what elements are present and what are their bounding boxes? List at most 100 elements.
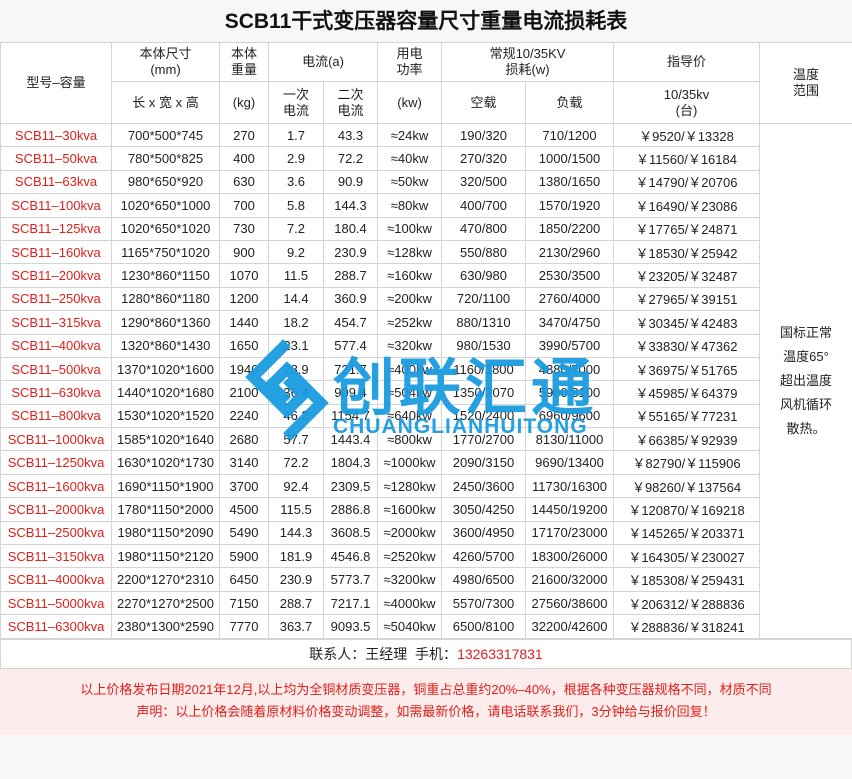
cell-size: 1020*650*1000 (111, 193, 220, 218)
cell-secondary-current: 180.4 (322, 216, 379, 241)
cell-secondary-current: 4546.8 (322, 544, 379, 569)
cell-size: 1690*1150*1900 (111, 473, 220, 499)
cell-size: 2270*1270*2500 (111, 590, 220, 616)
cell-weight: 1070 (219, 263, 269, 288)
table-row: SCB11–315kva 1290*860*1360 1440 18.2 454.7 ≈2… (0, 310, 852, 335)
cell-primary-current: 23.1 (268, 333, 324, 358)
cell-weight: 6450 (219, 567, 269, 592)
cell-primary-current: 36.4 (268, 380, 324, 405)
cell-load-loss: 2760/4000 (525, 286, 615, 312)
cell-weight: 400 (219, 146, 269, 171)
cell-size: 2200*1270*2310 (111, 567, 220, 592)
cell-load-loss: 3990/5700 (525, 333, 615, 358)
cell-model: SCB11–100kva (0, 193, 112, 218)
cell-model: SCB11–3150kva (0, 544, 112, 569)
table-row: SCB11–3150kva 1980*1150*2120 5900 181.9 4546… (0, 544, 852, 569)
cell-price: ￥14790/￥20706 (613, 169, 761, 195)
cell-price: ￥120870/￥169218 (613, 497, 761, 522)
cell-size: 2380*1300*2590 (111, 614, 220, 639)
cell-secondary-current: 43.3 (322, 122, 379, 148)
cell-power: ≈24kw (377, 122, 443, 148)
cell-model: SCB11–315kva (0, 310, 112, 335)
cell-weight: 5900 (219, 544, 269, 569)
cell-secondary-current: 7217.1 (322, 590, 379, 616)
cell-primary-current: 11.5 (268, 263, 324, 288)
table-row: SCB11–250kva 1280*860*1180 1200 14.4 360.9 ≈2… (0, 286, 852, 312)
cell-load-loss: 17170/23000 (525, 520, 615, 546)
cell-load-loss: 9690/13400 (525, 450, 615, 475)
cell-primary-current: 288.7 (268, 590, 324, 616)
cell-primary-current: 181.9 (268, 544, 324, 569)
cell-weight: 900 (219, 239, 269, 265)
cell-size: 1165*750*1020 (111, 239, 220, 265)
cell-weight: 3700 (219, 473, 269, 499)
cell-secondary-current: 3608.5 (322, 520, 379, 546)
cell-size: 1530*1020*1520 (111, 403, 220, 429)
cell-size: 1780*1150*2000 (111, 497, 220, 522)
temp-note: 国标正常 温度65° 超出温度 风机循环 散热。 (759, 123, 852, 639)
table-row: SCB11–5000kva 2270*1270*2500 7150 288.7 7217… (0, 590, 852, 616)
cell-model: SCB11–250kva (0, 286, 112, 312)
cell-noload-loss: 400/700 (441, 193, 527, 218)
header-power-sub: (kw) (377, 81, 443, 124)
cell-secondary-current: 144.3 (322, 193, 379, 218)
cell-load-loss: 2130/2960 (525, 239, 615, 265)
cell-power: ≈2520kw (377, 544, 443, 569)
cell-primary-current: 14.4 (268, 286, 324, 312)
cell-primary-current: 1.7 (268, 122, 324, 148)
cell-model: SCB11–50kva (0, 146, 112, 171)
cell-noload-loss: 470/800 (441, 216, 527, 241)
header-primary: 一次 电流 (268, 81, 324, 124)
cell-load-loss: 1380/1650 (525, 169, 615, 195)
cell-load-loss: 5960/8100 (525, 380, 615, 405)
cell-price: ￥288836/￥318241 (613, 614, 761, 639)
cell-noload-loss: 880/1310 (441, 310, 527, 335)
cell-power: ≈50kw (377, 169, 443, 195)
cell-price: ￥17765/￥24871 (613, 216, 761, 241)
cell-noload-loss: 2090/3150 (441, 450, 527, 475)
cell-noload-loss: 320/500 (441, 169, 527, 195)
page-title: SCB11干式变压器容量尺寸重量电流损耗表 (224, 10, 628, 33)
header-price: 指导价 (613, 42, 761, 82)
cell-secondary-current: 1804.3 (322, 450, 379, 475)
cell-noload-loss: 1350/2070 (441, 380, 527, 405)
cell-load-loss: 14450/19200 (525, 497, 615, 522)
header-secondary: 二次 电流 (322, 81, 379, 124)
cell-weight: 2680 (219, 427, 269, 452)
cell-noload-loss: 270/320 (441, 146, 527, 171)
cell-power: ≈128kw (377, 239, 443, 265)
cell-noload-loss: 720/1100 (441, 286, 527, 312)
cell-price: ￥33830/￥47362 (613, 333, 761, 358)
note-line: 以上价格发布日期2021年12月,以上均为全铜材质变压器，铜重占总重约20%–4… (80, 681, 772, 697)
cell-load-loss: 18300/26000 (525, 544, 615, 569)
cell-power: ≈2000kw (377, 520, 443, 546)
table-row: SCB11–30kva 700*500*745 270 1.7 43.3 ≈24kw 190… (0, 122, 852, 639)
cell-model: SCB11–63kva (0, 169, 112, 195)
cell-power: ≈200kw (377, 286, 443, 312)
cell-model: SCB11–1250kva (0, 450, 112, 475)
cell-model: SCB11–5000kva (0, 590, 112, 616)
contact-label: 联系人：王经理 手机： (309, 645, 458, 662)
cell-size: 1440*1020*1680 (111, 380, 220, 405)
cell-primary-current: 18.2 (268, 310, 324, 335)
cell-noload-loss: 190/320 (441, 122, 527, 148)
cell-size: 1230*860*1150 (111, 263, 220, 288)
table-row: SCB11–500kva 1370*1020*1600 1940 28.9 721.7 ≈… (0, 356, 852, 382)
cell-noload-loss: 2450/3600 (441, 473, 527, 499)
cell-power: ≈40kw (377, 146, 443, 171)
table-row: SCB11–50kva 780*500*825 400 2.9 72.2 ≈40kw 270… (0, 146, 852, 171)
cell-power: ≈400kw (377, 356, 443, 382)
header-price-sub: 10/35kv (台) (613, 81, 761, 124)
cell-primary-current: 92.4 (268, 473, 324, 499)
cell-weight: 3140 (219, 450, 269, 475)
table-row: SCB11–1600kva 1690*1150*1900 3700 92.4 2309.… (0, 473, 852, 499)
cell-power: ≈5040kw (377, 614, 443, 639)
cell-model: SCB11–200kva (0, 263, 112, 288)
table-row: SCB11–2500kva 1980*1150*2090 5490 144.3 3608… (0, 520, 852, 546)
cell-model: SCB11–630kva (0, 380, 112, 405)
cell-power: ≈1280kw (377, 473, 443, 499)
contact-phone[interactable]: 13263317831 (457, 645, 543, 662)
cell-load-loss: 21600/32000 (525, 567, 615, 592)
table-row: SCB11–2000kva 1780*1150*2000 4500 115.5 2886… (0, 497, 852, 522)
header-weight-sub: (kg) (219, 81, 269, 124)
